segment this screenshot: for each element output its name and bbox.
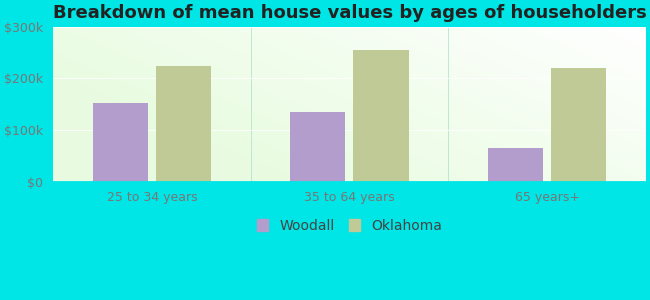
Bar: [92, 103, 148, 182]
Bar: [551, 68, 606, 182]
Legend: Woodall, Oklahoma: Woodall, Oklahoma: [250, 212, 448, 240]
Bar: [156, 66, 211, 182]
Title: Breakdown of mean house values by ages of householders: Breakdown of mean house values by ages o…: [53, 4, 646, 22]
Bar: [488, 148, 543, 182]
Bar: [290, 112, 345, 182]
Bar: [354, 50, 409, 182]
